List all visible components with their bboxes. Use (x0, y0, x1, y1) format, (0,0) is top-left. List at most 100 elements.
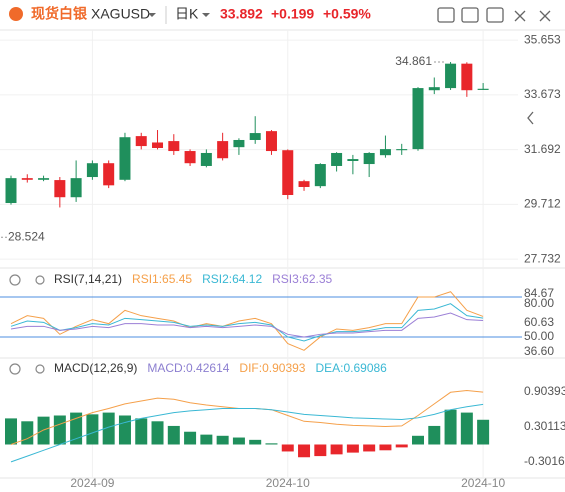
candle-body (217, 141, 229, 159)
macd-bar (477, 419, 490, 445)
candle-body (396, 149, 408, 151)
y-tick-label: 33.673 (524, 87, 561, 101)
candle-body (152, 142, 164, 148)
legend-entry: RSI3:62.35 (272, 272, 332, 286)
macd-bar (151, 421, 164, 445)
macd-bar (5, 418, 17, 445)
candle-body (86, 163, 98, 178)
y-tick-label: 29.712 (524, 197, 561, 211)
candle-body (184, 151, 196, 164)
macd-bar (167, 425, 180, 445)
macd-bar (330, 444, 343, 455)
macd-bar (21, 421, 34, 445)
macd-bar (37, 416, 50, 445)
close-button[interactable] (539, 10, 551, 22)
candle-body (233, 139, 245, 148)
dropdown-icon[interactable] (148, 13, 156, 17)
y-tick-label: -0.30168 (524, 454, 565, 468)
candle-body (282, 150, 294, 196)
y-tick-label: 36.60 (524, 344, 554, 358)
legend-entry: MACD:0.42614 (147, 361, 229, 375)
candle-body (331, 152, 343, 166)
candle-body (445, 63, 457, 89)
indicator-title: MACD(12,26,9) (54, 361, 137, 375)
macd-bar (444, 409, 457, 445)
high-annotation: 34.861 (395, 54, 432, 68)
x-tick-label: 2024-10 (266, 476, 310, 490)
y-tick-label: 0.90393 (524, 384, 565, 398)
candle-body (119, 137, 131, 180)
rsi-line (10, 303, 484, 342)
change-pct: +0.59% (323, 6, 371, 22)
candle-body (70, 178, 82, 198)
macd-line (10, 403, 484, 463)
y-tick-label: 35.653 (524, 32, 561, 46)
period[interactable]: 日K (175, 6, 199, 22)
macd-bar (265, 443, 278, 445)
macd-bar (232, 437, 245, 445)
settings-icon[interactable] (35, 364, 45, 374)
macd-bar (184, 431, 197, 445)
y-tick-label: 50.00 (524, 329, 554, 343)
macd-bar (70, 412, 83, 445)
candle-body (428, 87, 440, 91)
macd-bar (86, 414, 99, 445)
visibility-icon[interactable] (9, 363, 21, 375)
candle-body (200, 152, 212, 166)
x-tick-label: 2024-09 (70, 476, 114, 490)
macd-bar (412, 435, 424, 445)
candle-body (379, 149, 391, 156)
candle-body (168, 141, 180, 152)
macd-bar (460, 412, 473, 445)
visibility-icon[interactable] (9, 274, 21, 286)
logo (9, 7, 23, 21)
candle-body (135, 136, 147, 147)
macd-bar (346, 444, 359, 453)
settings-icon[interactable] (35, 275, 45, 285)
macd-bar (216, 435, 229, 445)
y-tick-label: 31.692 (524, 142, 561, 156)
candle-body (54, 180, 66, 198)
macd-bar (102, 412, 115, 445)
low-annotation: 28.524 (8, 229, 45, 243)
collapse-button[interactable] (527, 111, 534, 125)
macd-bar (281, 444, 294, 452)
candle-body (412, 88, 424, 150)
indicator-title: RSI(7,14,21) (54, 272, 122, 286)
rsi-line (10, 291, 484, 351)
dropdown-icon[interactable] (202, 13, 210, 17)
legend-entry: RSI1:65.45 (132, 272, 192, 286)
legend-entry: DEA:0.69086 (315, 361, 387, 375)
instrument-name: 现货白银 (31, 6, 88, 22)
tool-button[interactable] (486, 7, 504, 23)
candle-body (298, 181, 310, 187)
macd-bar (395, 444, 408, 448)
candle-body (38, 178, 50, 180)
macd-bar (379, 444, 392, 451)
candle-body (477, 88, 489, 90)
y-tick-label: 27.732 (524, 251, 561, 265)
candle-body (21, 178, 33, 180)
macd-bar (298, 444, 311, 458)
y-tick-label: 60.63 (524, 315, 554, 329)
candle-body (249, 133, 261, 140)
y-tick-label: 0.30113 (524, 419, 565, 433)
candle-body (265, 131, 277, 152)
macd-bar (428, 425, 441, 445)
tool-button[interactable] (437, 7, 455, 23)
macd-bar (249, 439, 262, 445)
symbol[interactable]: XAGUSD (91, 6, 150, 22)
fullscreen-button[interactable] (514, 10, 526, 22)
y-tick-label: 80.00 (524, 296, 554, 310)
rsi-line (10, 312, 484, 338)
change: +0.199 (271, 6, 314, 22)
tool-button[interactable] (461, 7, 479, 23)
candle-body (363, 152, 375, 165)
macd-bar (135, 418, 148, 445)
x-tick-label: 2024-10 (461, 476, 505, 490)
price: 33.892 (220, 6, 263, 22)
legend-entry: RSI2:64.12 (202, 272, 262, 286)
candle-body (347, 159, 359, 161)
candle-body (461, 63, 473, 91)
